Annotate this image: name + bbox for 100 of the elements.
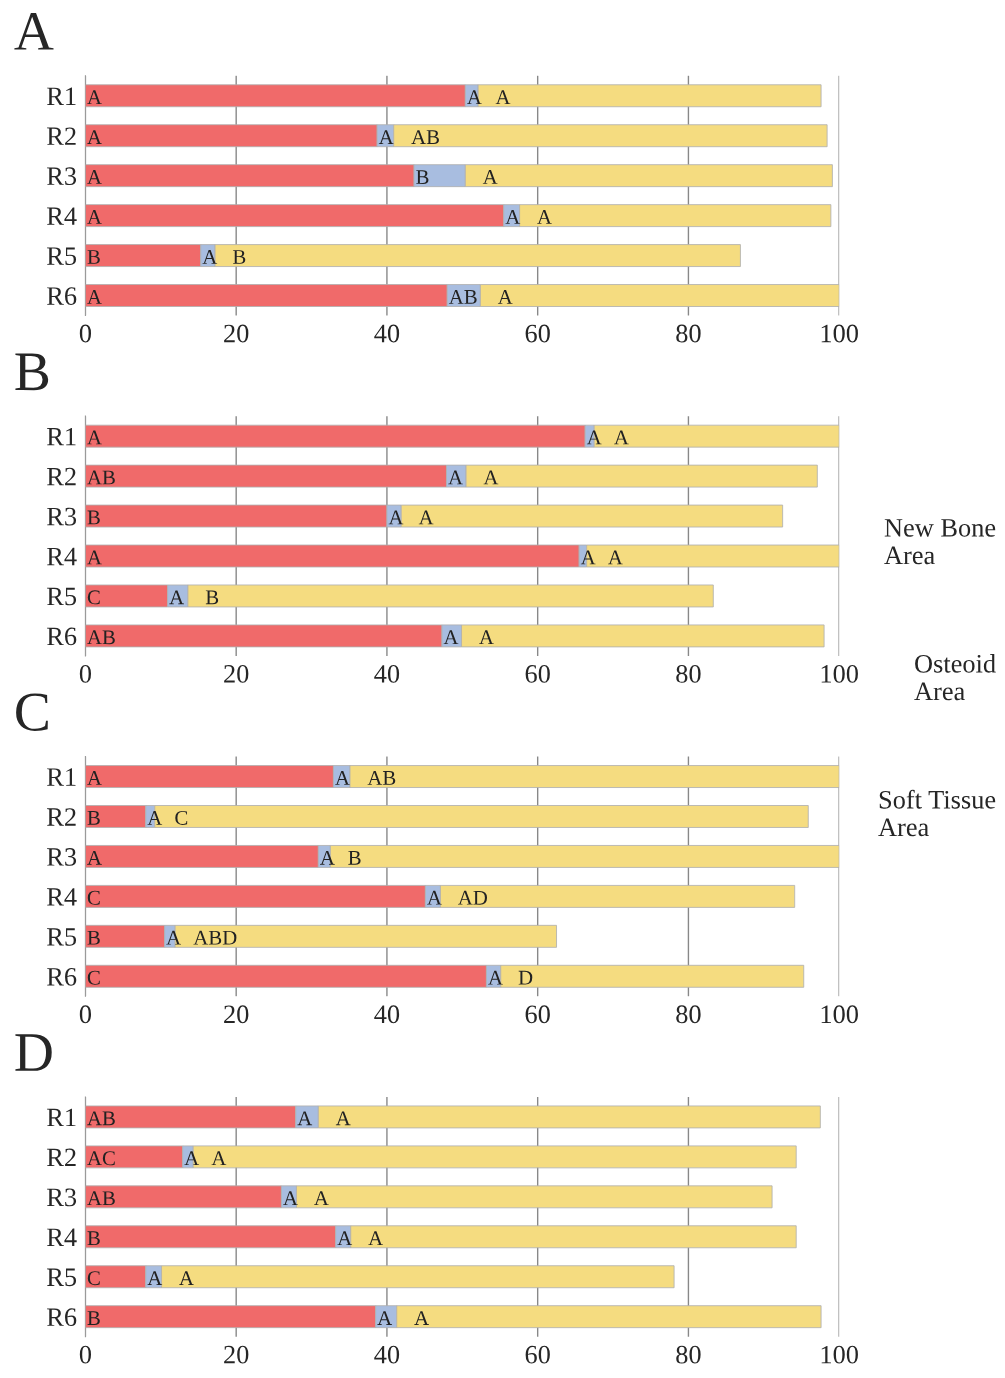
- data-label: A: [488, 970, 503, 985]
- y-tick-label: R1: [47, 1108, 76, 1127]
- data-label: A: [202, 250, 218, 264]
- y-tick-label: R1: [47, 87, 76, 105]
- data-label: A: [482, 170, 498, 184]
- data-label: A: [166, 930, 181, 945]
- data-label: AB: [87, 630, 115, 645]
- x-tick-label: 0: [79, 1005, 92, 1024]
- y-tick-label: R1: [47, 427, 76, 446]
- x-tick-label: 0: [79, 664, 92, 683]
- y-tick-label: R2: [47, 467, 76, 486]
- data-label: A: [586, 430, 602, 445]
- data-label: C: [87, 1271, 100, 1286]
- data-label: B: [87, 250, 100, 264]
- data-label: B: [87, 1231, 100, 1246]
- data-label: A: [448, 470, 463, 485]
- data-label: A: [320, 850, 335, 865]
- x-tick-label: 60: [525, 1005, 550, 1024]
- y-tick-label: R6: [47, 627, 77, 646]
- data-label: A: [87, 430, 102, 445]
- data-label: A: [147, 810, 163, 825]
- y-tick-label: R2: [47, 127, 76, 145]
- chart-title: D: [15, 1034, 52, 1071]
- data-label: B: [233, 250, 246, 264]
- y-tick-label: R6: [47, 967, 77, 986]
- data-label: A: [337, 1231, 353, 1245]
- x-tick-label: 60: [525, 324, 550, 343]
- data-label: A: [87, 770, 102, 785]
- data-label: A: [368, 1231, 383, 1245]
- data-label: A: [505, 210, 521, 224]
- data-label: A: [414, 1311, 429, 1325]
- data-label: A: [211, 1151, 227, 1166]
- data-label: A: [283, 1191, 298, 1206]
- data-label: A: [335, 770, 350, 785]
- x-tick-label: 100: [821, 1005, 858, 1024]
- data-label: AB: [87, 470, 115, 485]
- data-label: A: [388, 510, 404, 525]
- data-label: C: [87, 970, 100, 985]
- y-tick-label: R6: [47, 287, 77, 305]
- text: Soft Tissue Area: [878, 789, 996, 837]
- x-tick-label: 40: [374, 1005, 400, 1024]
- x-tick-label: 20: [224, 1005, 249, 1024]
- x-tick-label: 100: [821, 324, 858, 343]
- data-label: ABD: [193, 930, 237, 945]
- text: New Bone Area: [884, 519, 996, 565]
- data-label: AB: [87, 1191, 115, 1206]
- data-label: B: [87, 1311, 100, 1325]
- data-label: A: [537, 210, 552, 224]
- data-label: AD: [457, 890, 488, 905]
- x-tick-label: 100: [821, 1345, 858, 1364]
- data-label: A: [580, 550, 596, 565]
- y-tick-label: R5: [47, 1268, 77, 1287]
- data-label: A: [87, 289, 102, 304]
- x-tick-label: 40: [374, 664, 400, 683]
- data-label: A: [87, 90, 102, 104]
- x-tick-label: 60: [525, 1345, 550, 1364]
- data-label: A: [483, 470, 499, 485]
- data-label: A: [378, 130, 394, 144]
- data-label: A: [467, 90, 482, 104]
- data-label: A: [614, 430, 629, 445]
- text: Osteoid Area: [914, 654, 996, 701]
- y-tick-label: R3: [47, 1188, 77, 1207]
- x-tick-label: 40: [374, 324, 400, 343]
- data-label: A: [314, 1191, 329, 1206]
- chart-title: A: [14, 12, 54, 50]
- data-label: A: [169, 590, 184, 605]
- data-label: AB: [411, 130, 439, 144]
- data-label: C: [175, 810, 188, 825]
- chart-title: C: [16, 693, 48, 731]
- x-tick-label: 80: [676, 324, 701, 343]
- x-tick-label: 20: [224, 664, 249, 683]
- y-tick-label: R2: [47, 808, 76, 826]
- data-label: A: [418, 510, 434, 525]
- data-label: B: [87, 930, 100, 945]
- y-tick-label: R3: [47, 167, 77, 186]
- x-tick-label: 80: [676, 1345, 701, 1364]
- y-tick-label: R4: [47, 207, 77, 225]
- data-label: B: [416, 170, 429, 184]
- data-label: A: [497, 289, 513, 304]
- data-label: AB: [87, 1111, 115, 1126]
- y-tick-label: R1: [47, 768, 76, 786]
- data-label: A: [87, 170, 102, 184]
- data-label: A: [87, 210, 102, 224]
- data-label: A: [87, 130, 102, 144]
- y-tick-label: R3: [47, 507, 77, 526]
- y-tick-label: R5: [47, 247, 77, 265]
- data-label: A: [335, 1111, 351, 1126]
- x-tick-label: 60: [525, 664, 550, 683]
- x-tick-label: 0: [79, 324, 92, 343]
- y-tick-label: R3: [47, 848, 77, 866]
- data-label: C: [87, 590, 100, 605]
- y-tick-label: R5: [47, 928, 77, 946]
- chart-title: B: [15, 353, 49, 391]
- data-label: A: [443, 630, 459, 645]
- y-tick-label: R4: [47, 888, 77, 906]
- data-label: AC: [87, 1151, 115, 1166]
- y-tick-label: R4: [47, 1228, 77, 1246]
- x-tick-label: 80: [676, 1005, 701, 1024]
- x-tick-label: 40: [374, 1345, 400, 1364]
- data-label: D: [518, 970, 533, 985]
